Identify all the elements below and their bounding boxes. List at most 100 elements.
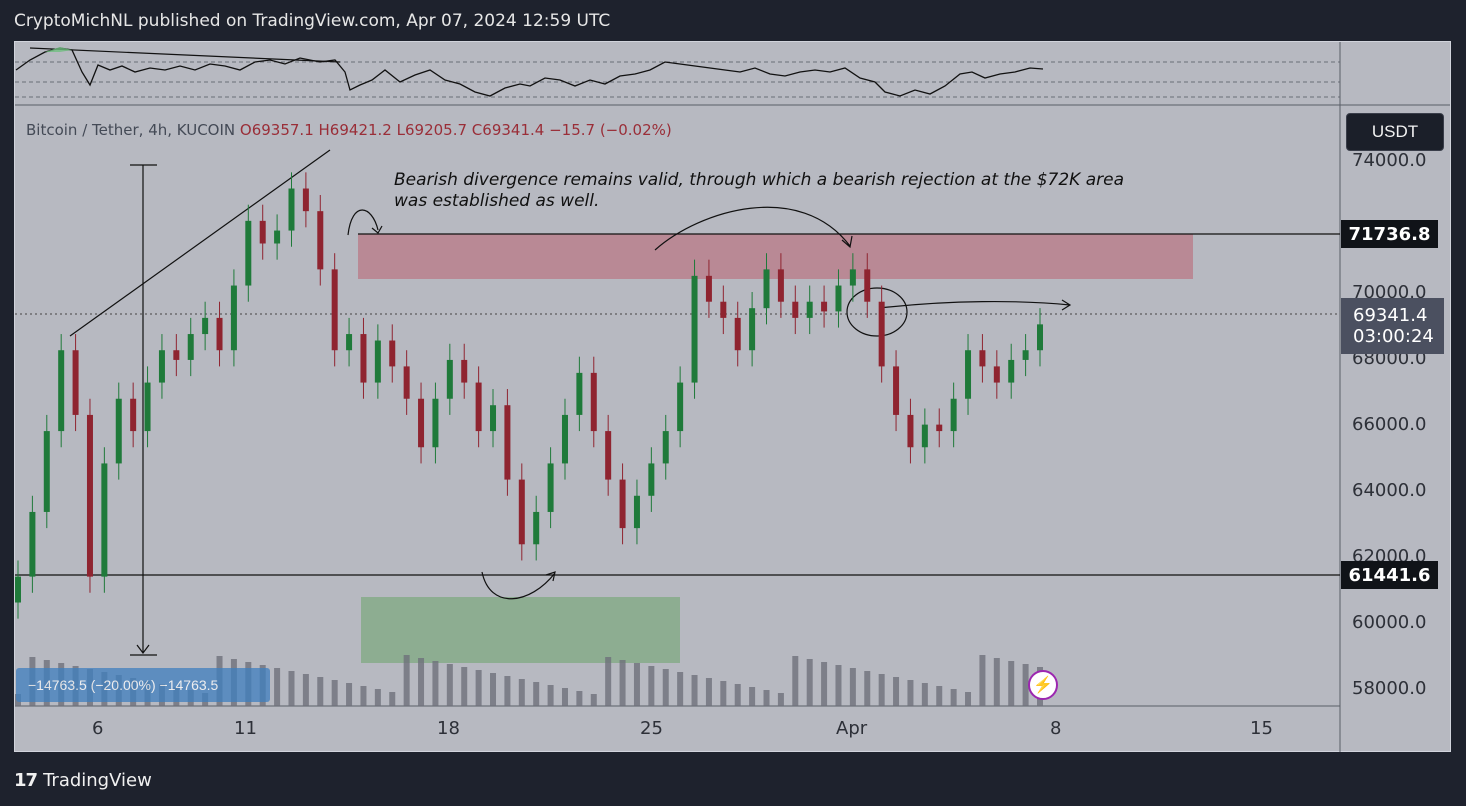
candle-body <box>518 479 525 545</box>
candle-body <box>720 301 727 318</box>
candle-body <box>86 414 93 577</box>
candle-body <box>605 431 612 480</box>
candle-body <box>101 463 108 577</box>
support-zone <box>361 597 680 663</box>
arrow-right <box>879 299 1072 311</box>
divergence-line-top <box>29 47 341 63</box>
lightning-bolt-icon[interactable]: ⚡ <box>1028 670 1058 700</box>
candle-body <box>576 372 583 415</box>
candle-body <box>15 576 21 603</box>
candle-body <box>72 350 79 415</box>
candle-body <box>274 230 281 244</box>
volume-bar <box>576 691 583 706</box>
candle-body <box>461 359 468 383</box>
circle-annotation <box>846 287 908 337</box>
currency-button[interactable]: USDT <box>1346 113 1444 151</box>
volume-bar <box>490 673 497 706</box>
volume-bar <box>965 692 972 706</box>
candle-body <box>187 334 194 360</box>
volume-bar <box>705 678 712 706</box>
symbol-name: Bitcoin / Tether, 4h, KUCOIN <box>26 121 236 139</box>
volume-bar <box>274 668 281 706</box>
time-tick: 25 <box>640 718 663 739</box>
candle-body <box>374 340 381 383</box>
header-bar: CryptoMichNL published on TradingView.co… <box>0 0 1466 44</box>
candle-body <box>418 398 425 448</box>
candle-body <box>115 398 122 464</box>
arrow-rejection-1 <box>347 209 383 236</box>
candle-body <box>648 463 655 496</box>
bar-countdown: 03:00:24 <box>1353 326 1434 347</box>
candle-body <box>432 398 439 448</box>
price-tick: 58000.0 <box>1352 678 1427 699</box>
volume-bar <box>878 674 885 706</box>
volume-bar <box>734 684 741 706</box>
change-value: −15.7 (−0.02%) <box>549 121 672 139</box>
candle-body <box>936 424 943 432</box>
volume-bar <box>403 655 410 706</box>
volume-bar <box>648 666 655 706</box>
time-tick: 18 <box>437 718 460 739</box>
volume-bar <box>317 677 324 706</box>
volume-bar <box>893 677 900 706</box>
time-tick: 15 <box>1250 718 1273 739</box>
volume-bar <box>835 665 842 706</box>
candle-body <box>29 511 36 577</box>
volume-bar <box>662 669 669 706</box>
measure-tool <box>130 164 157 656</box>
volume-bar <box>331 680 338 706</box>
time-tick: 8 <box>1050 718 1062 739</box>
annotation-line-2: was established as well. <box>394 191 600 211</box>
price-tick: 64000.0 <box>1352 480 1427 501</box>
volume-bar <box>993 658 1000 706</box>
candle-body <box>259 220 266 244</box>
candle-body <box>389 340 396 367</box>
volume-bar <box>806 659 813 706</box>
last-price-tag: 69341.4 03:00:24 <box>1341 298 1444 354</box>
time-tick: 6 <box>92 718 104 739</box>
price-tick: 60000.0 <box>1352 612 1427 633</box>
volume-bar <box>288 671 295 706</box>
volume-bar <box>633 663 640 706</box>
candle-body <box>965 350 972 399</box>
candle-body <box>1022 350 1029 360</box>
candle-body <box>806 301 813 318</box>
candle-body <box>777 269 784 302</box>
volume-bar <box>533 682 540 706</box>
volume-bar <box>821 662 828 706</box>
volume-bar <box>547 685 554 706</box>
candle-body <box>1037 324 1043 351</box>
open-value: O69357.1 <box>239 121 314 139</box>
candle-body <box>43 431 50 512</box>
candle-body <box>734 317 741 351</box>
resistance-zone <box>358 234 1193 279</box>
candle-body <box>792 301 799 318</box>
candle-body <box>144 382 151 432</box>
volume-bar <box>907 680 914 706</box>
volume-bar <box>374 689 381 706</box>
volume-bar <box>432 661 439 706</box>
candle-body <box>849 269 856 286</box>
close-value: C69341.4 <box>471 121 545 139</box>
candle-body <box>533 511 540 545</box>
volume-bar <box>950 689 957 706</box>
support-price-tag: 61441.6 <box>1341 561 1438 589</box>
candle-body <box>58 350 65 432</box>
volume-bar <box>720 681 727 706</box>
volume-bar <box>518 679 525 706</box>
candles-layer <box>15 172 1043 619</box>
volume-bar <box>461 667 468 706</box>
time-tick: 11 <box>234 718 257 739</box>
candle-body <box>691 275 698 383</box>
candle-body <box>878 301 885 367</box>
candle-body <box>158 350 165 383</box>
candle-body <box>979 350 986 367</box>
measure-label: −14763.5 (−20.00%) −14763.5 <box>16 668 270 702</box>
arrow-arc-top <box>654 206 853 251</box>
candle-body <box>921 424 928 448</box>
tradingview-logo[interactable]: 17 TradingView <box>14 770 152 791</box>
volume-bar <box>749 687 756 706</box>
last-price-value: 69341.4 <box>1353 305 1428 326</box>
chart-frame[interactable] <box>14 41 1451 752</box>
